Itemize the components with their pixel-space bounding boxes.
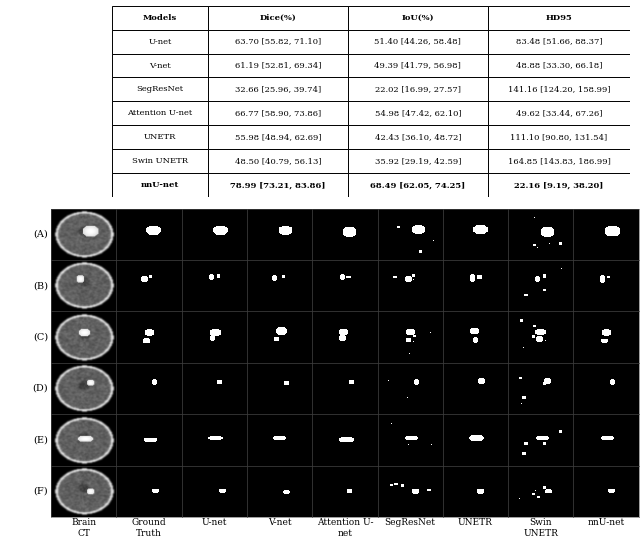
Text: U-net: U-net [202,518,227,527]
Text: nnU-net: nnU-net [141,181,179,190]
Bar [208,53,348,77]
Text: V-net: V-net [268,518,291,527]
Text: 35.92 [29.19, 42.59]: 35.92 [29.19, 42.59] [374,157,461,166]
Bar [348,150,488,173]
Text: UNETR: UNETR [144,133,176,141]
Text: Attention U-
net: Attention U- net [317,518,373,538]
Bar [348,77,488,101]
Bar [208,173,348,197]
Text: 61.19 [52.81, 69.34]: 61.19 [52.81, 69.34] [235,62,321,70]
Text: 68.49 [62.05, 74.25]: 68.49 [62.05, 74.25] [371,181,465,190]
Bar [208,126,348,150]
Bar [112,150,208,173]
Text: 49.62 [33.44, 67.26]: 49.62 [33.44, 67.26] [516,110,602,117]
Text: 66.77 [58.90, 73.86]: 66.77 [58.90, 73.86] [235,110,321,117]
Text: (C): (C) [33,332,48,341]
Bar [208,29,348,53]
Bar [348,53,488,77]
Bar [112,173,208,197]
Bar [208,150,348,173]
Text: 48.50 [40.79, 56.13]: 48.50 [40.79, 56.13] [235,157,321,166]
Bar [488,150,630,173]
Text: 141.16 [124.20, 158.99]: 141.16 [124.20, 158.99] [508,86,611,93]
Text: 32.66 [25.96, 39.74]: 32.66 [25.96, 39.74] [235,86,321,93]
Text: 51.40 [44.26, 58.48]: 51.40 [44.26, 58.48] [374,37,461,46]
Bar [488,126,630,150]
Text: (E): (E) [33,435,48,444]
Bar [488,173,630,197]
Bar [488,53,630,77]
Text: UNETR: UNETR [458,518,493,527]
Bar [348,126,488,150]
Bar [112,53,208,77]
Text: 164.85 [143.83, 186.99]: 164.85 [143.83, 186.99] [508,157,611,166]
Text: 54.98 [47.42, 62.10]: 54.98 [47.42, 62.10] [374,110,461,117]
Text: 78.99 [73.21, 83.86]: 78.99 [73.21, 83.86] [230,181,326,190]
Bar [348,101,488,126]
Text: SegResNet: SegResNet [136,86,184,93]
Text: (A): (A) [33,230,48,239]
Text: (F): (F) [33,487,48,496]
Text: Swin
UNETR: Swin UNETR [524,518,558,538]
Bar [112,29,208,53]
Text: nnU-net: nnU-net [588,518,625,527]
Text: U-net: U-net [148,37,172,46]
Bar [208,101,348,126]
Text: Ground
Truth: Ground Truth [132,518,166,538]
Text: 49.39 [41.79, 56.98]: 49.39 [41.79, 56.98] [374,62,461,70]
Bar [112,101,208,126]
Text: V-net: V-net [149,62,171,70]
Bar [488,101,630,126]
Bar [348,6,488,29]
Bar [112,6,208,29]
Text: Swin UNETR: Swin UNETR [132,157,188,166]
Text: 22.02 [16.99, 27.57]: 22.02 [16.99, 27.57] [375,86,461,93]
Bar [208,6,348,29]
Text: (D): (D) [33,384,48,393]
Text: 55.98 [48.94, 62.69]: 55.98 [48.94, 62.69] [235,133,321,141]
Bar [112,77,208,101]
Text: (B): (B) [33,281,48,290]
Text: SegResNet: SegResNet [385,518,436,527]
Text: 83.48 [51.66, 88.37]: 83.48 [51.66, 88.37] [516,37,602,46]
Text: Dice(%): Dice(%) [259,13,296,22]
Text: IoU(%): IoU(%) [402,13,434,22]
Bar [208,77,348,101]
Text: 63.70 [55.82, 71.10]: 63.70 [55.82, 71.10] [235,37,321,46]
Text: Brain
CT: Brain CT [71,518,97,538]
Text: Models: Models [143,13,177,22]
Text: HD95: HD95 [546,13,573,22]
Text: Attention U-net: Attention U-net [127,110,193,117]
Bar [488,6,630,29]
Bar [488,77,630,101]
Text: 22.16 [9.19, 38.20]: 22.16 [9.19, 38.20] [515,181,604,190]
Text: 48.88 [33.30, 66.18]: 48.88 [33.30, 66.18] [516,62,602,70]
Bar [348,173,488,197]
Bar [488,29,630,53]
Text: 111.10 [90.80, 131.54]: 111.10 [90.80, 131.54] [511,133,608,141]
Text: 42.43 [36.10, 48.72]: 42.43 [36.10, 48.72] [374,133,461,141]
Bar [112,126,208,150]
Bar [348,29,488,53]
